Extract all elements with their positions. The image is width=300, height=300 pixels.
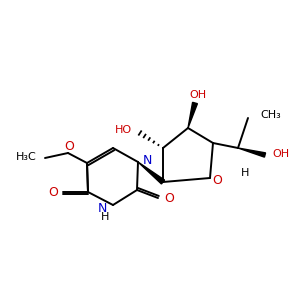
- Text: HO: HO: [115, 125, 132, 135]
- Text: O: O: [164, 193, 174, 206]
- Text: H₃C: H₃C: [16, 152, 37, 162]
- Text: O: O: [212, 175, 222, 188]
- Polygon shape: [238, 148, 266, 157]
- Polygon shape: [138, 162, 165, 184]
- Text: N: N: [98, 202, 107, 214]
- Text: O: O: [48, 185, 58, 199]
- Text: OH: OH: [189, 90, 207, 100]
- Text: H: H: [241, 168, 249, 178]
- Text: H: H: [100, 212, 109, 222]
- Polygon shape: [188, 102, 197, 128]
- Text: O: O: [64, 140, 74, 154]
- Text: OH: OH: [272, 149, 289, 159]
- Text: N: N: [143, 154, 152, 166]
- Text: CH₃: CH₃: [260, 110, 281, 120]
